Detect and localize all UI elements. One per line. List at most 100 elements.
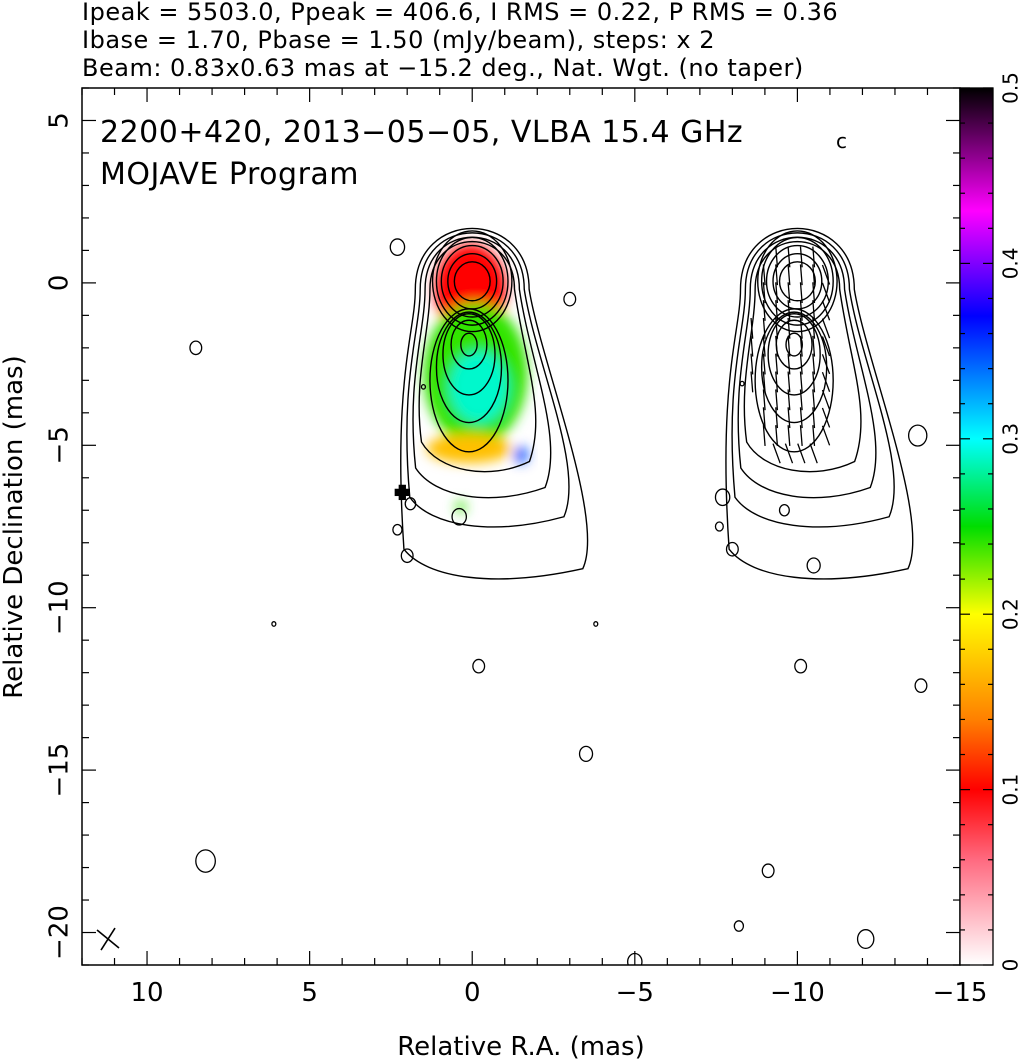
noise-contour	[714, 521, 724, 532]
evpa-vector	[787, 335, 791, 357]
evpa-vector	[812, 264, 816, 286]
evpa-vector	[762, 317, 766, 339]
evpa-vector	[787, 407, 791, 429]
evpa-vector	[799, 282, 803, 304]
plot-subtitle: MOJAVE Program	[100, 157, 359, 192]
noise-contour	[806, 557, 821, 574]
evpa-vector	[762, 335, 766, 357]
evpa-vector	[821, 425, 831, 446]
evpa-vector	[784, 443, 794, 464]
evpa-vector	[799, 246, 803, 268]
evpa-vector	[787, 317, 791, 339]
noise-contour	[563, 291, 577, 307]
evpa-vector	[821, 264, 831, 285]
evpa-vector	[812, 246, 816, 268]
polarization-vectors	[750, 246, 831, 464]
beam-marker	[96, 927, 120, 951]
colorbar-tick-label: 0	[999, 959, 1022, 972]
noise-contour	[578, 745, 594, 762]
evpa-vector	[799, 407, 803, 429]
x-axis-label: Relative R.A. (mas)	[397, 1032, 644, 1061]
evpa-vector	[812, 317, 816, 339]
evpa-vector	[797, 443, 806, 464]
noise-contour	[420, 383, 427, 390]
colorbar-tick-label: 0.5	[999, 72, 1022, 104]
evpa-vector	[775, 264, 779, 286]
noise-contour	[400, 548, 414, 564]
left-core-contour	[431, 230, 513, 333]
evpa-vector	[775, 353, 779, 375]
evpa-vector	[799, 317, 803, 339]
evpa-vector	[775, 300, 779, 321]
right-envelope-contour	[725, 227, 914, 580]
evpa-vector	[775, 335, 779, 357]
noise-contour	[794, 658, 808, 674]
evpa-vector	[821, 354, 831, 375]
evpa-vector	[821, 389, 831, 410]
right-jet-contour	[754, 308, 834, 453]
evpa-vector	[799, 371, 803, 393]
axis-ticks	[81, 87, 961, 966]
noise-contour	[404, 497, 417, 511]
noise-contour	[271, 621, 277, 627]
left-envelope-contour	[418, 241, 537, 473]
evpa-vector	[775, 317, 779, 339]
left-jet-contour	[442, 313, 496, 396]
evpa-vector	[809, 443, 818, 464]
evpa-vector	[787, 300, 791, 321]
noise-contour	[714, 488, 731, 507]
colorbar-ticks	[960, 87, 993, 966]
noise-contour	[451, 507, 468, 526]
left-jet-contour	[460, 332, 478, 357]
evpa-vector	[799, 300, 803, 321]
beam-axis	[100, 927, 116, 951]
colorbar-labels: 0 0.1 0.2 0.3 0.4 0.5	[999, 72, 1022, 971]
evpa-vector	[812, 371, 816, 393]
colorbar-tick-label: 0.2	[999, 598, 1022, 630]
evpa-vector	[762, 282, 766, 304]
dark-pixel-mark	[394, 488, 410, 497]
right-jet-contour	[760, 311, 828, 424]
evpa-vector	[762, 389, 766, 411]
evpa-vector	[821, 282, 831, 303]
evpa-vector	[750, 353, 754, 375]
left-jet-contour	[435, 311, 503, 424]
evpa-vector	[821, 318, 831, 339]
y-tick-label: −20	[45, 905, 75, 960]
left-core-contour	[453, 261, 491, 302]
right-envelope-contour	[743, 241, 862, 473]
evpa-vector	[799, 264, 803, 286]
y-tick-label: −15	[45, 743, 75, 798]
evpa-vector	[821, 300, 831, 321]
evpa-vector	[787, 282, 791, 304]
noise-contour	[472, 658, 486, 674]
evpa-vector	[775, 282, 779, 304]
evpa-vector	[775, 389, 779, 411]
evpa-vector	[821, 336, 831, 357]
plot-area	[96, 227, 928, 965]
evpa-vector	[799, 335, 803, 357]
right-envelope-contour	[737, 236, 877, 499]
evpa-vector	[762, 300, 766, 321]
evpa-vector	[799, 353, 803, 375]
colorbar	[959, 87, 994, 966]
intensity-contours	[400, 227, 914, 580]
evpa-vector	[787, 389, 791, 411]
evpa-vector	[812, 300, 816, 321]
evpa-vector	[787, 371, 791, 393]
plot-title-suffix: c	[836, 129, 847, 153]
fracpol-region	[426, 433, 512, 464]
colorbar-tick-label: 0.3	[999, 423, 1022, 455]
left-envelope-contour	[400, 227, 589, 580]
noise-contours	[189, 238, 928, 965]
left-jet-contour	[450, 319, 488, 370]
y-axis-label: Relative Declination (mas)	[0, 355, 29, 698]
x-tick-label: 0	[464, 978, 481, 1008]
fracpol-region	[514, 446, 528, 464]
header-line-2: Ibase = 1.70, Pbase = 1.50 (mJy/beam), s…	[82, 26, 715, 54]
evpa-vector	[775, 425, 779, 446]
left-envelope-contour	[406, 232, 570, 528]
noise-contour	[856, 929, 875, 950]
noise-contour	[195, 849, 216, 873]
